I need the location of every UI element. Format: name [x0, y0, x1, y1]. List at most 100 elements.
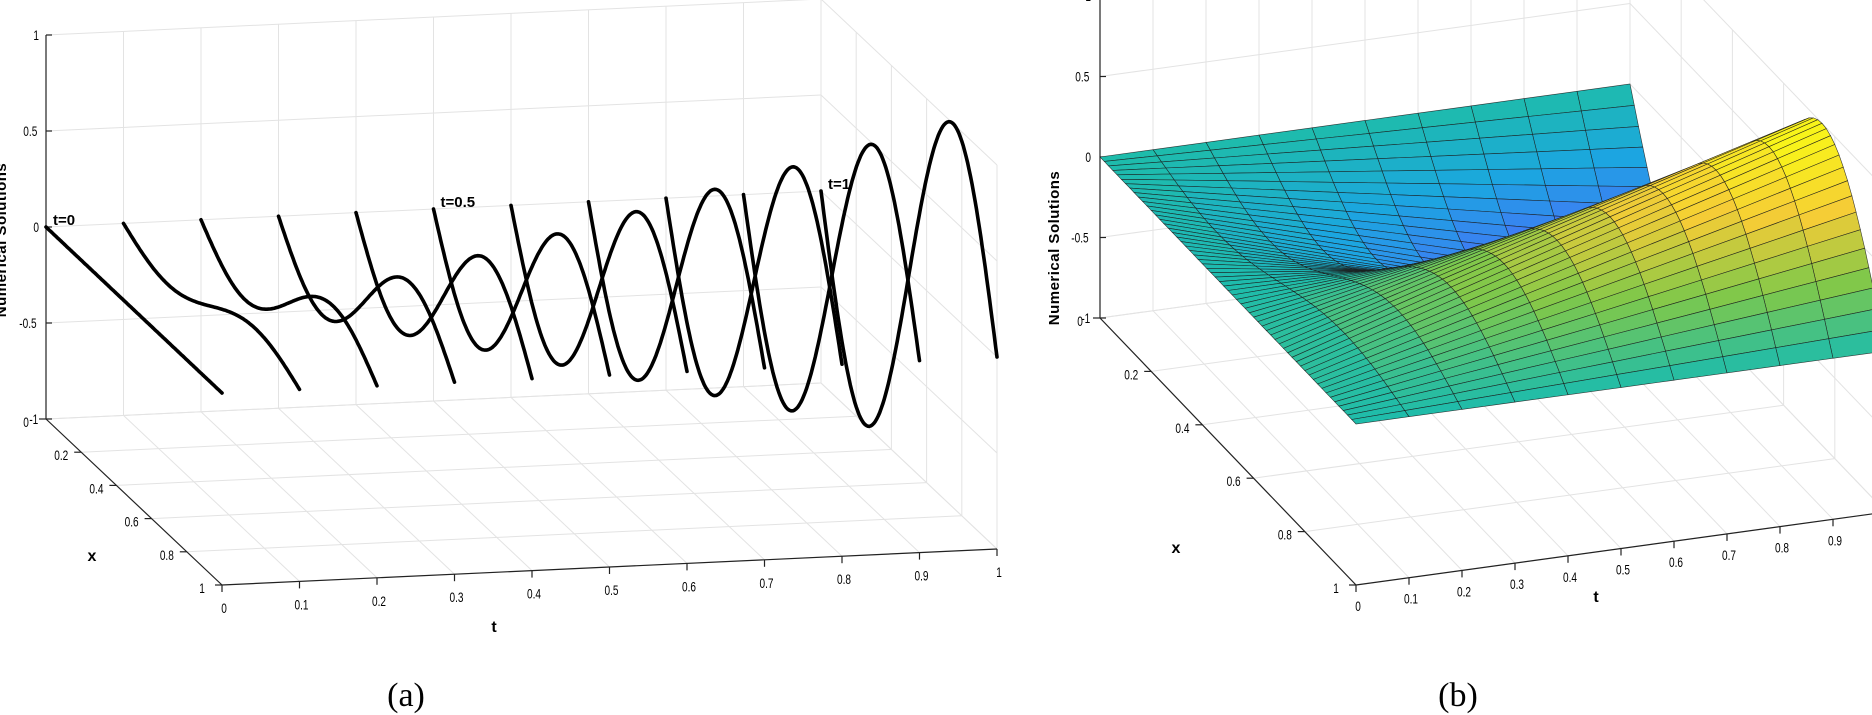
panel-a-floor-grid-t-5 [433, 400, 610, 568]
panel-a-series-t-0 [44, 225, 224, 395]
panel-b-x-tick-label-2: 0.4 [1175, 420, 1189, 436]
panel-a-backwall-grid-z-1 [45, 286, 822, 324]
panel-a-floor-grid-x-1 [81, 415, 857, 453]
panel-a-annotation-0: t=0 [53, 212, 75, 229]
panel-b-x-tick-label-0: 0 [1077, 313, 1083, 329]
panel-b-floor-grid-x-3 [1253, 404, 1784, 479]
panel-b-backwall-grid-z-3 [1099, 3, 1631, 77]
panel-b-z-tick-label-4: 1 [1085, 0, 1091, 4]
panel-a-floor-grid-t-8 [665, 389, 843, 557]
panel-b-surface-patch-4-3 [1324, 158, 1383, 173]
panel-a-t-tick-label-6: 0.6 [682, 579, 696, 595]
panel-a-x-tick-label-2: 0.4 [89, 481, 103, 497]
caption-b: (b) [1438, 677, 1478, 714]
panel-a-series-t-5 [431, 207, 612, 377]
panel-a-series-t-3 [276, 214, 457, 384]
panel-a-x-axis-line [45, 418, 223, 586]
panel-a-floor-grid-t-9 [743, 386, 920, 553]
panel-a-t-tick-label-3: 0.3 [450, 590, 464, 606]
panel-b-surface-patch-5-4 [1381, 169, 1440, 185]
panel-b-surface-patch-6-4 [1434, 169, 1493, 185]
panel-a-floor-grid-t-3 [278, 407, 455, 575]
panel-b-t-tick-label-3: 0.3 [1510, 576, 1524, 592]
panel-b-floor-grid-x-4 [1304, 458, 1835, 533]
panel-a-floor-grid-x-2 [116, 448, 892, 486]
panel-a-t-tick-label-2: 0.2 [372, 593, 386, 609]
panel-a-floor-grid-t-1 [123, 415, 300, 582]
panel-b-surface-patch-6-3 [1430, 153, 1489, 171]
panel-a-floor-grid-x-3 [151, 482, 927, 520]
panel-b-x-tick-label-4: 0.8 [1278, 527, 1292, 543]
panel-a-t-tick-label-9: 0.9 [915, 568, 929, 584]
panel-b-z-tick-label-0: -1 [1081, 310, 1090, 326]
panel-b-surface-patch-8-4 [1540, 167, 1599, 187]
panel-a-backwall-grid-z-4 [45, 0, 811, 36]
panel-a-x-tick-label-5: 1 [199, 580, 205, 596]
panel-a-sidewall-grid-z-0 [820, 382, 998, 550]
panel-b-t-tick-label-5: 0.5 [1616, 562, 1630, 578]
panel-a-annotation-1: t=0.5 [441, 194, 476, 211]
panel-a-t-tick-label-4: 0.4 [527, 586, 541, 602]
panel-a-series-t-4 [354, 210, 534, 381]
panel-a-t-tick-label-0: 0 [221, 600, 227, 616]
panel-b-t-tick-label-4: 0.4 [1563, 569, 1577, 585]
panel-a-series-t-7 [586, 187, 767, 383]
panel-a-x-tick-label-1: 0.2 [54, 448, 68, 464]
panel-b-t-tick-label-9: 0.9 [1828, 533, 1842, 549]
panel-b-surface-patch-7-5 [1491, 184, 1550, 202]
panel-b-t-axis-label: t [1593, 589, 1599, 606]
caption-a: (a) [387, 677, 425, 714]
panel-b-t-tick-label-7: 0.7 [1722, 547, 1736, 563]
panel-b-surface-patch-0-59 [1351, 410, 1410, 425]
panel-b-x-tick-label-3: 0.6 [1227, 474, 1241, 490]
panel-a-floor-grid-t-2 [200, 411, 378, 579]
panel-a-z-tick-label-4: 1 [33, 27, 39, 43]
panel-b-surface-patch-7-2 [1479, 133, 1538, 155]
panel-a-series-t-8 [664, 165, 844, 398]
panel-b-surface-patch-6-5 [1438, 183, 1498, 200]
panel-a-t-tick-label-7: 0.7 [760, 575, 774, 591]
panel-a-t-tick-label-8: 0.8 [837, 572, 851, 588]
panel-a-sidewall-grid-z-3 [820, 94, 998, 262]
panel-b-surface-patch-4-4 [1328, 170, 1387, 184]
panel-b-t-tick-label-2: 0.2 [1457, 584, 1471, 600]
panel-b-t-tick-label-6: 0.6 [1669, 555, 1683, 571]
panel-a-sidewall-grid-z-1 [820, 286, 998, 454]
panel-b-x-axis-label: x [1172, 540, 1181, 557]
panel-b-sidewall-grid-z-4 [1703, 0, 1872, 177]
panel-b-x-tick-label-1: 0.2 [1124, 367, 1138, 383]
panel-a-floor-grid-t-7 [588, 393, 765, 561]
panel-a-t-tick-label-5: 0.5 [605, 582, 619, 598]
panel-a-backwall-grid-z-0 [45, 382, 822, 420]
panel-b-t-axis-line [1355, 513, 1872, 586]
panel-b-surface-patch-3-4 [1275, 171, 1334, 183]
panel-b-floor-grid-t-1 [1152, 310, 1410, 579]
panel-a-t-tick-label-1: 0.1 [295, 597, 309, 613]
panel-a-x-axis-label: x [88, 548, 97, 565]
panel-a-x-tick-label-3: 0.6 [125, 514, 139, 530]
panel-a-x-tick-label-0: 0 [23, 414, 29, 430]
panel-a-backwall-grid-z-3 [45, 94, 822, 132]
panel-a-z-axis-label: Numerical Solutions [0, 163, 10, 318]
panel-a-floor-grid-t-4 [355, 404, 533, 571]
panel-a-x-tick-label-4: 0.8 [160, 547, 174, 563]
panel-b-surface-patch-7-4 [1487, 168, 1546, 186]
panel-a-t-tick-label-10: 1 [996, 564, 1002, 580]
panel-b-surface-patch-9-4 [1593, 166, 1652, 188]
panel-a-chart: 0 0.1 0.2 0.3 0.4 0.5 0.6 0.7 0.8 0.9 100.20.40.60… [0, 0, 1002, 636]
panel-b-z-axis-label: Numerical Solutions [1046, 171, 1063, 326]
panel-a-floor-grid-t-6 [510, 397, 688, 564]
panel-b-chart: 00.10.20.30.40.50.60.70.80.9100.20.40.60… [1046, 0, 1872, 614]
panel-a-series-t-2 [199, 218, 379, 388]
panel-a-floor-grid-x-4 [186, 515, 962, 553]
panel-b-x-axis-line [1099, 317, 1357, 586]
panel-b-surface-patch-7-3 [1483, 151, 1542, 170]
panel-a-z-tick-label-1: -0.5 [19, 315, 37, 331]
panel-b-t-tick-label-0: 0 [1355, 598, 1361, 614]
panel-b-surface-patch-8-2 [1532, 129, 1591, 153]
panel-b-surface-patch-8-3 [1536, 149, 1595, 170]
panel-b-surface-patch-9-3 [1589, 146, 1648, 169]
panel-b-t-tick-label-8: 0.8 [1775, 540, 1789, 556]
panel-b-surface-patch-3-3 [1271, 160, 1330, 173]
